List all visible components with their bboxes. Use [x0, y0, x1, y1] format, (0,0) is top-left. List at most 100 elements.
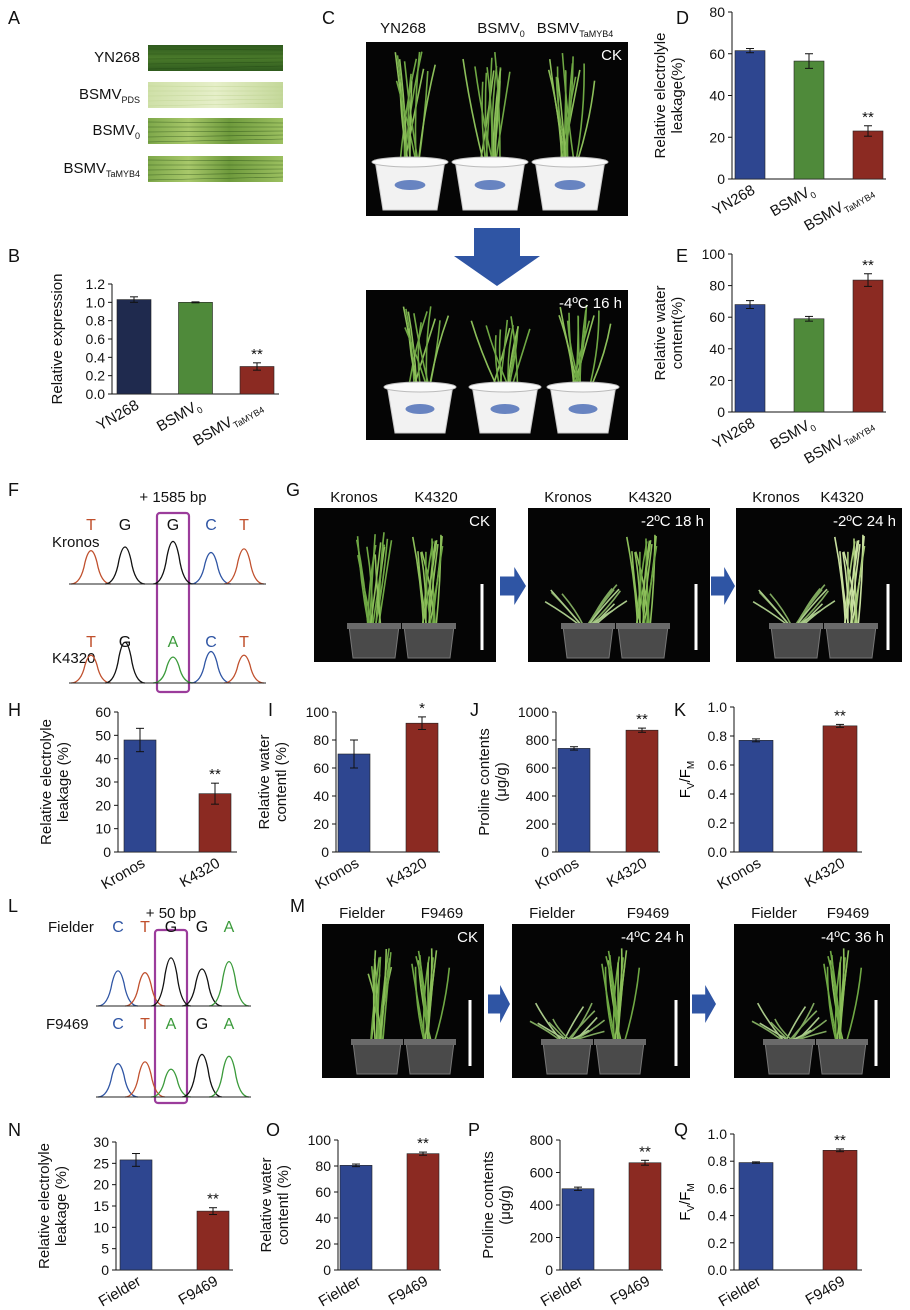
trace-peak [97, 970, 139, 1007]
y-tick-label: 10 [93, 1219, 109, 1235]
leaf-label: BSMV0 [92, 122, 140, 141]
y-tick-label: 400 [526, 788, 550, 804]
bar [337, 753, 371, 853]
y-tick-label: 600 [530, 1165, 554, 1181]
y-tick-label: 10 [95, 821, 111, 837]
category-label: Fielder [538, 1273, 586, 1310]
y-tick-label: 60 [95, 704, 111, 720]
leaf-blade [838, 963, 848, 1043]
trace-peak [223, 548, 265, 585]
pot-rim [616, 623, 670, 629]
bar [852, 130, 884, 180]
leaf-blade [550, 589, 583, 627]
leaf-blade [462, 58, 484, 161]
trace-peak [97, 1063, 139, 1098]
panel-letter-K: K [674, 700, 686, 720]
leaf-blade [374, 554, 382, 627]
leaf-blade [564, 70, 569, 161]
y-tick-label: 80 [709, 278, 725, 294]
condition-label: -4ºC 24 h [621, 929, 684, 946]
y-tick-label: 40 [313, 788, 329, 804]
leaf-blade [575, 63, 585, 161]
base-call: T [86, 517, 96, 534]
significance-mark: ** [251, 346, 263, 363]
photo-g-2: -2ºC 24 h [736, 508, 902, 662]
y-tick-label: 0.8 [708, 728, 728, 744]
y-axis-label: contentl (%) [273, 742, 290, 822]
y-tick-label: 40 [95, 751, 111, 767]
line-label: K4320 [628, 489, 671, 506]
leaf-blade [426, 963, 436, 1043]
leaf-vein [147, 168, 284, 171]
pot [817, 1041, 867, 1075]
y-tick-label: 80 [315, 1158, 331, 1174]
leaf-blade [613, 948, 623, 1043]
y-tick-label: 25 [93, 1155, 109, 1171]
bar [625, 729, 659, 853]
pot-rim [383, 381, 457, 393]
pot [405, 1041, 455, 1075]
base-call: G [167, 517, 179, 534]
leaf-blade [849, 543, 861, 627]
pot-rim [824, 623, 878, 629]
y-axis-label: Relative water [256, 734, 273, 829]
leaf-blade [381, 952, 392, 1043]
y-tick-label: 15 [93, 1198, 109, 1214]
y-tick-label: 800 [530, 1132, 554, 1148]
y-axis-label: leakage(%) [669, 58, 686, 134]
bar [734, 50, 766, 180]
leaf-blade [835, 948, 845, 1043]
trace-peak [181, 1053, 223, 1098]
category-label: F9469 [803, 1273, 848, 1309]
trace-peak [190, 551, 232, 585]
pot-pattern [474, 180, 506, 190]
leaf-blade [405, 308, 415, 386]
pot-rim [347, 623, 401, 629]
base-call: C [112, 1016, 124, 1033]
y-tick-label: 50 [95, 727, 111, 743]
leaf-blade [494, 335, 500, 386]
significance-mark: ** [862, 257, 874, 274]
bar [822, 1150, 858, 1271]
pot-rim [468, 381, 542, 393]
condition-label: CK [469, 513, 490, 530]
bar [734, 304, 766, 413]
y-axis-label: Relative electrolyle [38, 719, 55, 845]
leaf-blade [425, 306, 432, 386]
category-label: Kronos [98, 855, 148, 893]
y-tick-label: 20 [709, 129, 725, 145]
leaf-blade [575, 304, 588, 386]
leaf-blade [839, 551, 850, 627]
leaf-blade [395, 80, 417, 161]
leaf-blade [616, 963, 626, 1043]
base-call: G [196, 1016, 208, 1033]
leaf-blade [374, 538, 389, 627]
significance-mark: ** [209, 766, 221, 783]
photo-c-cold: -4ºC 16 h [366, 290, 628, 440]
leaf-blade [589, 310, 600, 386]
category-label: Kronos [532, 855, 582, 893]
leaf-blade [378, 949, 388, 1043]
pot-rim [371, 156, 449, 168]
line-label: BSMVTaMYB4 [537, 20, 614, 39]
leaf-blade [495, 71, 511, 161]
leaf-blade [491, 68, 502, 161]
category-label: YN268 [710, 415, 758, 453]
trace-peak [223, 654, 265, 684]
pot-rim [561, 623, 615, 629]
bar-chart-B: 0.0 0.2 0.4 0.6 0.8 1.0 1.2 Relative expression… [49, 274, 279, 450]
leaf-blade [510, 316, 519, 386]
base-call: T [239, 634, 249, 651]
pot-pattern [405, 404, 435, 414]
leaf-vein [147, 176, 284, 181]
bar [406, 1153, 440, 1271]
trace-peak [152, 656, 194, 684]
photo-g-1: -2ºC 18 h [528, 508, 710, 662]
y-tick-label: 100 [306, 704, 330, 720]
leaf-blade [414, 966, 425, 1043]
base-call: G [119, 517, 131, 534]
significance-mark: ** [834, 707, 846, 724]
bar [116, 299, 152, 395]
significance-mark: ** [417, 1135, 429, 1152]
